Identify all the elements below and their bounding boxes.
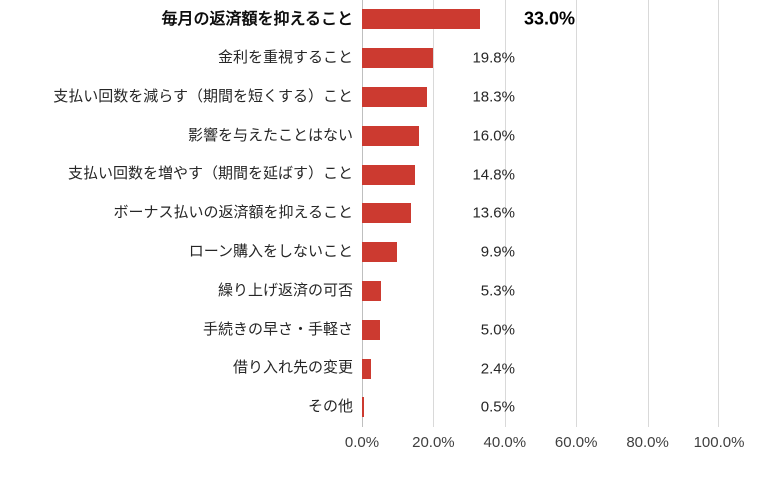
value-label: 18.3%	[472, 88, 515, 106]
bar	[362, 280, 381, 301]
chart-row: ローン購入をしないこと 9.9%	[0, 233, 719, 272]
x-axis: 0.0% 20.0% 40.0% 60.0% 80.0% 100.0%	[345, 427, 745, 459]
gridline	[504, 0, 506, 427]
x-axis-tick-label: 60.0%	[554, 434, 598, 451]
chart-row: 金利を重視すること 19.8%	[0, 39, 719, 78]
x-axis-tick-label: 20.0%	[412, 434, 455, 451]
row-plot-area: 5.3%	[362, 272, 719, 311]
bar	[362, 242, 398, 263]
category-label: ボーナス払いの返済額を抑えること	[113, 204, 353, 222]
x-axis-tick-label: 0.0%	[344, 434, 380, 451]
bar	[362, 358, 371, 379]
row-plot-area: 0.5%	[362, 388, 719, 427]
x-axis-tick-label: 100.0%	[693, 434, 745, 451]
row-plot-area: 2.4%	[362, 349, 719, 388]
gridline	[433, 0, 435, 427]
chart-row: ボーナス払いの返済額を抑えること 13.6%	[0, 194, 719, 233]
gridline	[647, 0, 649, 427]
category-label: 支払い回数を増やす（期間を延ばす）こと	[67, 165, 353, 183]
row-plot-area: 19.8%	[362, 39, 719, 78]
category-label: その他	[307, 398, 353, 416]
chart-row: 影響を与えたことはない 16.0%	[0, 116, 719, 155]
bar	[362, 48, 433, 69]
row-plot-area: 13.6%	[362, 194, 719, 233]
chart-row: 支払い回数を減らす（期間を短くする）こと 18.3%	[0, 78, 719, 117]
value-label: 2.4%	[480, 360, 515, 378]
row-plot-area: 16.0%	[362, 116, 719, 155]
bar	[362, 203, 411, 224]
bar	[362, 397, 364, 418]
chart-row: 支払い回数を増やす（期間を延ばす）こと 14.8%	[0, 155, 719, 194]
value-label: 0.5%	[480, 398, 515, 416]
gridline	[718, 0, 719, 427]
row-plot-area: 18.3%	[362, 78, 719, 117]
chart-rows: 毎月の返済額を抑えること 33.0% 金利を重視すること 19.8% 支払い回数を減らす…	[0, 0, 719, 427]
bar	[362, 319, 380, 340]
row-plot-area: 14.8%	[362, 155, 719, 194]
category-label: 繰り上げ返済の可否	[217, 281, 353, 299]
chart-row: 繰り上げ返済の可否 5.3%	[0, 272, 719, 311]
value-label: 19.8%	[472, 49, 515, 67]
value-label: 14.8%	[472, 166, 515, 184]
chart-row: 手続きの早さ・手軽さ 5.0%	[0, 310, 719, 349]
category-label: 金利を重視すること	[217, 48, 353, 66]
value-label: 16.0%	[472, 127, 515, 145]
chart-row: その他 0.5%	[0, 388, 719, 427]
value-label: 5.3%	[480, 282, 515, 300]
bar	[362, 125, 420, 146]
category-label: 支払い回数を減らす（期間を短くする）こと	[53, 87, 353, 105]
row-plot-area: 33.0%	[362, 0, 719, 39]
category-label: 手続きの早さ・手軽さ	[202, 320, 353, 338]
x-axis-tick-label: 40.0%	[483, 434, 527, 451]
chart-row: 借り入れ先の変更 2.4%	[0, 349, 719, 388]
gridline	[576, 0, 578, 427]
category-label: ローン購入をしないこと	[188, 242, 353, 260]
category-label: 借り入れ先の変更	[232, 359, 353, 377]
x-axis-tick-label: 80.0%	[626, 434, 669, 451]
value-label: 5.0%	[480, 321, 515, 339]
bar	[362, 9, 480, 30]
bar	[362, 164, 415, 185]
value-label: 13.6%	[472, 204, 515, 222]
bar	[362, 86, 428, 107]
category-label: 影響を与えたことはない	[187, 126, 353, 144]
value-label: 9.9%	[480, 243, 515, 261]
row-plot-area: 9.9%	[362, 233, 719, 272]
chart-row: 毎月の返済額を抑えること 33.0%	[0, 0, 719, 39]
value-label: 33.0%	[523, 8, 575, 29]
category-label: 毎月の返済額を抑えること	[161, 10, 353, 28]
row-plot-area: 5.0%	[362, 310, 719, 349]
